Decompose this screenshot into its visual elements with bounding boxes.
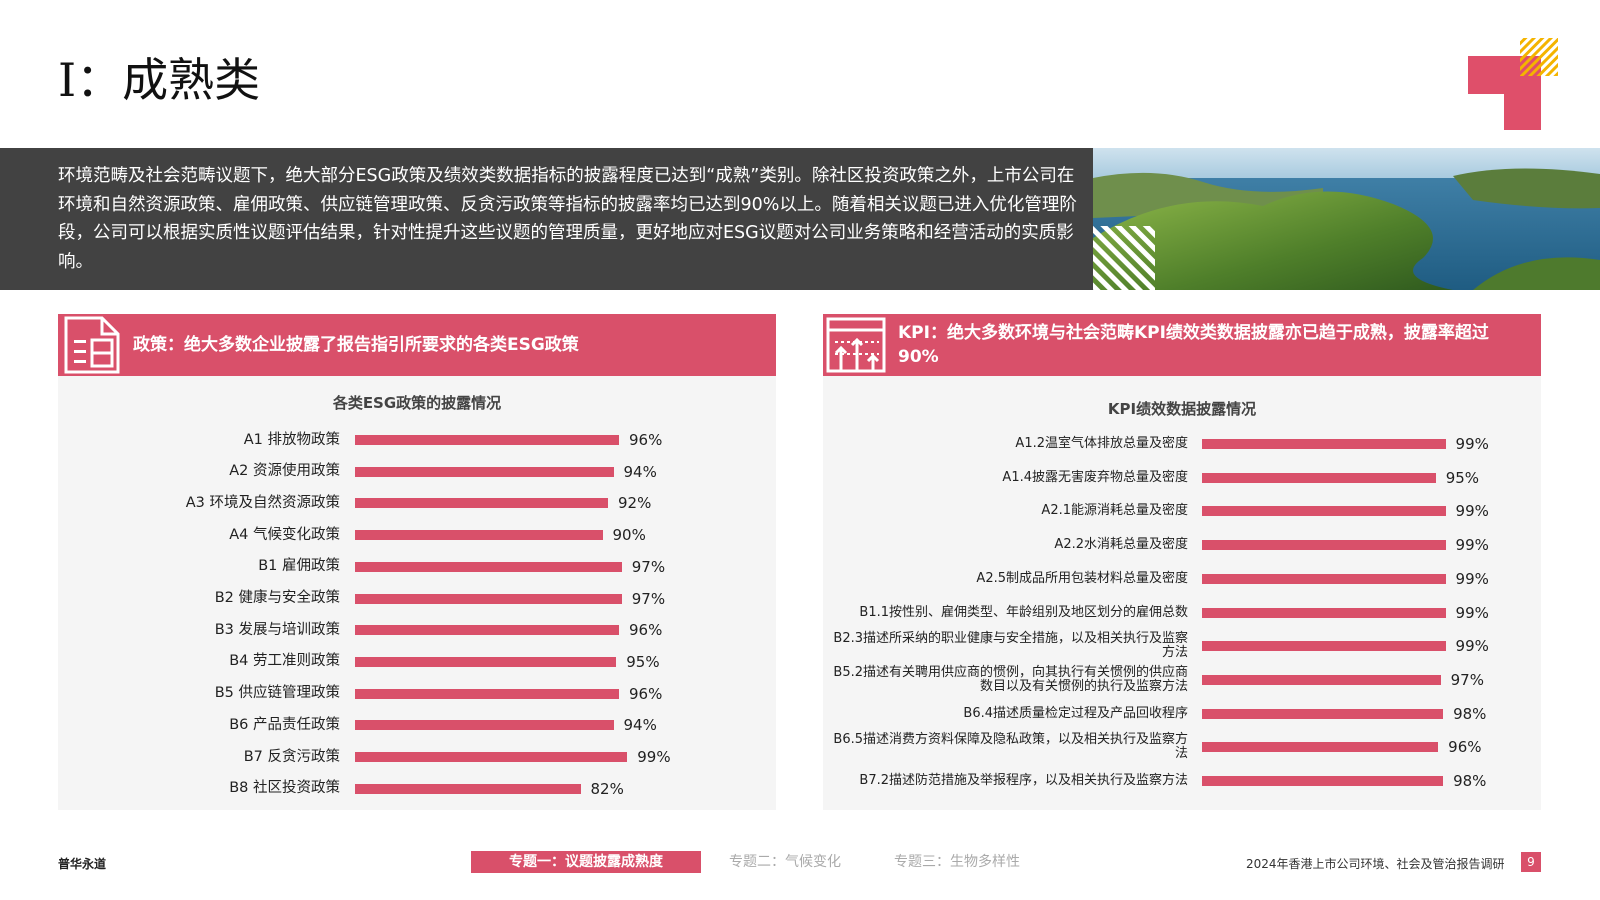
chart-panel: KPI绩效数据披露情况 A1.2温室气体排放总量及密度 99% A1.4披露无害废弃… [823,376,1541,810]
bar [355,593,622,604]
category-label: B6.4描述质量检定过程及产品回收程序 [963,705,1188,721]
value-label: 90% [612,526,646,545]
tab[interactable]: 专题三：生物多样性 [894,854,1020,870]
value-label: 99% [1455,637,1489,656]
bar [355,435,619,445]
category-label: B2.3描述所采纳的职业健康与安全措施，以及相关执行及监察方法 [833,631,1188,661]
bar [355,752,628,762]
value-label: 97% [1450,670,1484,689]
bar [1202,641,1446,652]
bar [1202,742,1439,753]
category-label: A1.4披露无害废弃物总量及密度 [1002,469,1188,485]
category-label: A3 环境及自然资源政策 [185,494,340,511]
page-number: 9 [1521,852,1541,872]
category-label: A1 排放物政策 [243,431,340,448]
bar [1202,439,1446,449]
value-label: 96% [629,431,663,449]
category-label: B6 产品责任政策 [229,716,340,733]
value-label: 95% [1445,468,1480,487]
category-label: B5 供应链管理政策 [214,685,340,702]
panel-header: 政策：绝大多数企业披露了报告指引所要求的各类ESG政策 [58,314,776,376]
category-label: A2.5制成品所用包装材料总量及密度 [976,570,1188,586]
intro-band [0,148,1093,290]
bar [355,466,614,477]
bar [355,498,608,509]
category-label: A2.1能源消耗总量及密度 [1041,503,1188,519]
value-label: 96% [629,684,663,703]
bar [1202,506,1446,517]
logo [1468,38,1558,130]
category-label: B8 社区投资政策 [229,780,340,797]
value-label: 94% [623,716,657,735]
panel-heading: 政策：绝大多数企业披露了报告指引所要求的各类ESG政策 [133,335,579,355]
bar [1202,708,1444,719]
tab[interactable]: 专题一：议题披露成熟度 [471,851,701,873]
value-label: 99% [1455,536,1489,555]
panel-heading: KPI：绝大多数环境与社会范畴KPI绩效类数据披露亦已趋于成熟，披露率超过90% [898,323,1489,367]
value-label: 99% [637,748,671,766]
category-label: B7.2描述防范措施及举报程序，以及相关执行及监察方法 [859,773,1188,788]
bar [1202,472,1436,483]
value-label: 92% [618,494,652,513]
category-label: B3 发展与培训政策 [214,621,340,638]
value-label: 99% [1455,569,1489,588]
bar [355,656,617,667]
category-label: A2.2水消耗总量及密度 [1054,537,1188,553]
value-label: 94% [623,462,657,481]
category-label: B7 反贪污政策 [243,748,340,765]
value-label: 95% [626,652,660,671]
value-label: 98% [1453,772,1487,790]
category-label: B1 雇佣政策 [258,558,340,575]
value-label: 99% [1455,502,1489,521]
kpi-icon [826,317,886,373]
panel-header: KPI：绝大多数环境与社会范畴KPI绩效类数据披露亦已趋于成熟，披露率超过90% [823,314,1541,376]
category-label: B4 劳工准则政策 [229,653,340,670]
value-label: 99% [1455,435,1489,453]
value-label: 97% [631,589,666,608]
bar [355,720,614,731]
brand: 普华永道 [58,857,107,871]
value-label: 99% [1455,603,1489,622]
category-label: A4 气候变化政策 [229,526,340,543]
value-label: 96% [629,621,663,640]
value-label: 96% [1448,738,1482,757]
bar [1202,540,1446,551]
bar [1202,573,1446,584]
chart-panel: 各类ESG政策的披露情况 A1 排放物政策 96% A2 资源使用政策 94% A3 环… [58,376,776,810]
bar [1202,776,1444,786]
slide-title: I：成熟类 [58,53,261,107]
category-label: A2 资源使用政策 [229,463,340,480]
bar [355,530,603,541]
landscape-photo [1093,148,1600,290]
policy-icon [64,316,120,374]
report-title: 2024年香港上市公司环境、社会及管治报告调研 [1246,857,1505,871]
chart-title: 各类ESG政策的披露情况 [332,394,502,412]
bar [355,783,581,794]
tab[interactable]: 专题二：气候变化 [729,854,841,870]
bar [1202,607,1446,618]
intro-text: 环境范畴及社会范畴议题下，绝大部分ESG政策及绩效类数据指标的披露程度已达到“成… [58,166,1077,272]
bar [355,688,619,699]
value-label: 98% [1453,704,1487,723]
value-label: 82% [590,779,624,798]
bar [355,561,622,572]
category-label: B6.5描述消费方资料保障及隐私政策，以及相关执行及监察方法 [833,732,1188,762]
category-label: A1.2温室气体排放总量及密度 [1015,436,1188,451]
chart-title: KPI绩效数据披露情况 [1107,400,1257,418]
bar [1202,674,1441,685]
category-label: B5.2描述有关聘用供应商的惯例，向其执行有关惯例的供应商数目以及有关惯例的执行… [833,664,1188,694]
bar [355,625,619,636]
category-label: B2 健康与安全政策 [214,590,340,606]
category-label: B1.1按性别、雇佣类型、年龄组别及地区划分的雇佣总数 [859,604,1188,620]
value-label: 97% [631,557,666,576]
